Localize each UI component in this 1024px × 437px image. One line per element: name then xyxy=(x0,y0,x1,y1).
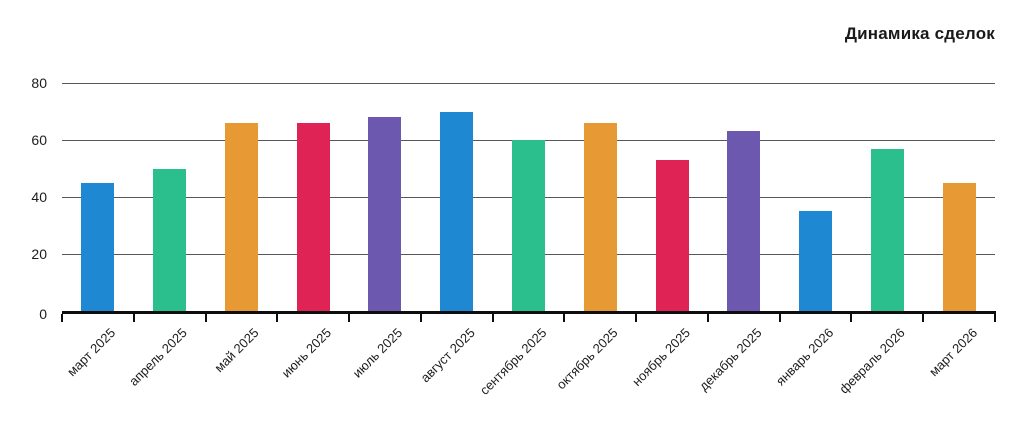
bar-июль 2025 xyxy=(368,117,402,311)
bar-май 2025 xyxy=(224,122,258,311)
x-axis-tick xyxy=(635,314,638,322)
bar-февраль 2026 xyxy=(870,148,904,311)
x-tick-label: сентябрь 2025 xyxy=(476,325,550,398)
y-tick-label: 60 xyxy=(31,132,47,148)
x-tick-label: март 2025 xyxy=(64,325,119,380)
x-axis-tick xyxy=(850,314,853,322)
x-axis-tick xyxy=(61,314,63,322)
x-axis-line xyxy=(62,311,996,314)
x-tick-label: октябрь 2025 xyxy=(553,325,621,393)
x-axis-tick xyxy=(778,314,781,322)
x-tick-label: январь 2026 xyxy=(772,325,837,389)
x-tick-label: февраль 2026 xyxy=(836,325,908,397)
x-tick-label: май 2025 xyxy=(211,325,263,376)
y-tick-label: 80 xyxy=(31,75,47,91)
bar-август 2025 xyxy=(440,111,474,311)
bar-июнь 2025 xyxy=(296,122,330,311)
x-tick-label: март 2026 xyxy=(925,325,980,380)
x-tick-label: июль 2025 xyxy=(349,325,406,381)
x-axis-tick xyxy=(922,314,925,322)
x-axis-tick xyxy=(204,314,207,322)
bar-ноябрь 2025 xyxy=(655,159,689,311)
x-axis-tick xyxy=(706,314,709,322)
y-tick-label: 0 xyxy=(39,306,47,322)
bar-январь 2026 xyxy=(799,211,833,311)
y-tick-label: 40 xyxy=(31,189,47,205)
x-tick-label: ноябрь 2025 xyxy=(628,325,693,389)
x-axis-tick xyxy=(348,314,351,322)
x-tick-label: август 2025 xyxy=(417,325,478,386)
y-tick-label: 20 xyxy=(31,246,47,262)
bar-октябрь 2025 xyxy=(583,122,617,311)
bar-сентябрь 2025 xyxy=(512,140,545,311)
bar-март 2025 xyxy=(81,182,115,311)
x-tick-label: июнь 2025 xyxy=(278,325,334,381)
x-axis-tick xyxy=(563,314,566,322)
x-axis-tick xyxy=(994,314,996,322)
x-tick-label: декабрь 2025 xyxy=(695,325,765,394)
x-axis-tick xyxy=(491,314,494,322)
x-axis-tick xyxy=(132,314,135,322)
gridline-80 xyxy=(62,83,995,84)
bar-апрель 2025 xyxy=(153,168,187,311)
x-axis-tick xyxy=(276,314,279,322)
bar-декабрь 2025 xyxy=(727,131,761,311)
x-axis-tick xyxy=(419,314,422,322)
x-tick-label: апрель 2025 xyxy=(126,325,191,389)
chart-title: Динамика сделок xyxy=(844,24,995,43)
bar-март 2026 xyxy=(942,182,976,311)
